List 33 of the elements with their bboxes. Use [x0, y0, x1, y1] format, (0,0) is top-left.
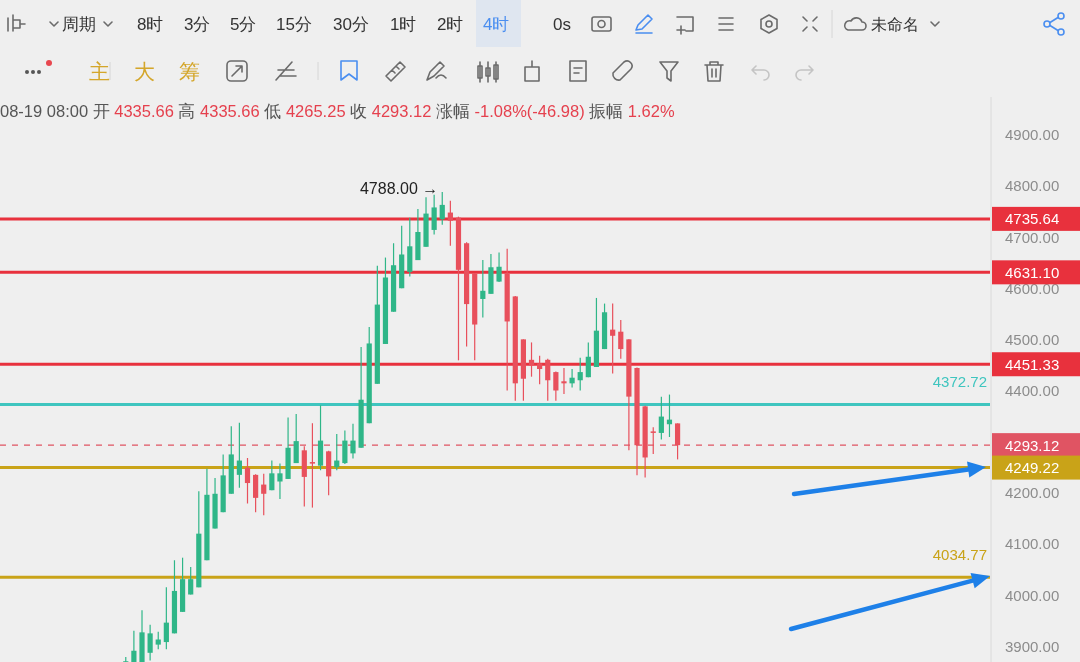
y-tick-label: 4700.00 — [1005, 228, 1060, 246]
toolbar-label: 3分 — [184, 14, 211, 34]
toolbar-label: 大 — [134, 59, 155, 83]
ref-line-label: 4631.10 — [1005, 263, 1060, 281]
y-tick-label: 4600.00 — [1005, 279, 1060, 297]
toolbar-label: 15分 — [276, 14, 312, 34]
annotation: 4372.72 — [932, 372, 987, 390]
y-tick-label: 4000.00 — [1005, 586, 1060, 604]
y-tick-label: 4100.00 — [1005, 535, 1060, 553]
toolbar-label: 筹 — [179, 59, 200, 83]
y-tick-label: 3900.00 — [1005, 637, 1060, 655]
ref-line-label: 4451.33 — [1005, 355, 1060, 373]
y-tick-label: 4900.00 — [1005, 126, 1060, 144]
ref-line-label: 4249.22 — [1005, 459, 1060, 477]
toolbar-label: 4时 — [483, 14, 510, 34]
toolbar-label: 8时 — [137, 14, 164, 34]
text: 08-19 08:00 开 4335.66 高 4335.66 低 4265.25 收 4293.12 涨幅 -1.08%(-46.98) 振幅 1.62% — [0, 102, 675, 120]
ref-line-label: 4735.64 — [1005, 210, 1060, 228]
toolbar-label: 5分 — [230, 14, 257, 34]
y-tick-label: 4200.00 — [1005, 484, 1060, 502]
toolbar-label: 周期 — [62, 14, 96, 34]
toolbar-label: 未命名 — [871, 15, 919, 33]
y-tick-label: 4400.00 — [1005, 381, 1060, 399]
toolbar-label: 2时 — [437, 14, 464, 34]
y-tick-label: 4500.00 — [1005, 330, 1060, 348]
annotation: 4034.77 — [932, 545, 987, 563]
toolbar-label: 30分 — [333, 14, 369, 34]
toolbar-label: 1时 — [390, 14, 417, 34]
toolbar-label: 主 — [89, 59, 110, 83]
toolbar-label: 0s — [553, 14, 571, 34]
y-tick-label: 4800.00 — [1005, 177, 1060, 195]
annotation: 4788.00 → — [359, 179, 439, 197]
ref-line-label: 4293.12 — [1005, 436, 1060, 454]
